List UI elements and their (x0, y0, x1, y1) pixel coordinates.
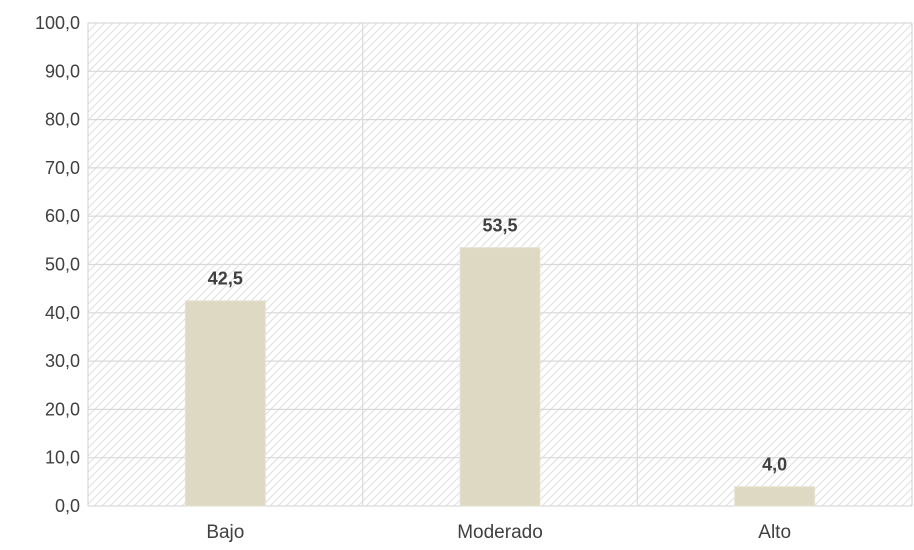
data-label: 42,5 (208, 269, 243, 289)
y-tick-label: 90,0 (45, 61, 80, 81)
bar-alto (734, 486, 816, 507)
y-tick-label: 10,0 (45, 448, 80, 468)
y-tick-label: 0,0 (55, 496, 80, 516)
y-tick-label: 80,0 (45, 110, 80, 130)
y-tick-label: 50,0 (45, 255, 80, 275)
y-tick-label: 30,0 (45, 351, 80, 371)
data-labels: 42,5 53,5 4,0 (208, 216, 787, 475)
y-tick-label: 70,0 (45, 158, 80, 178)
y-axis-tick-labels: 0,0 10,0 20,0 30,0 40,0 50,0 60,0 70,0 80,0 90,0 1… (35, 13, 80, 516)
bar-bajo (184, 300, 266, 507)
x-category-label: Alto (758, 522, 791, 543)
x-category-label: Moderado (457, 522, 543, 543)
data-label: 4,0 (762, 455, 787, 475)
x-category-label: Bajo (206, 522, 244, 543)
y-tick-label: 20,0 (45, 399, 80, 419)
y-tick-label: 40,0 (45, 303, 80, 323)
x-axis-category-labels: Bajo Moderado Alto (206, 522, 791, 543)
bars (184, 247, 816, 507)
y-tick-label: 60,0 (45, 206, 80, 226)
data-label: 53,5 (482, 216, 517, 236)
y-tick-label: 100,0 (35, 13, 80, 33)
bar-moderado (459, 247, 541, 507)
